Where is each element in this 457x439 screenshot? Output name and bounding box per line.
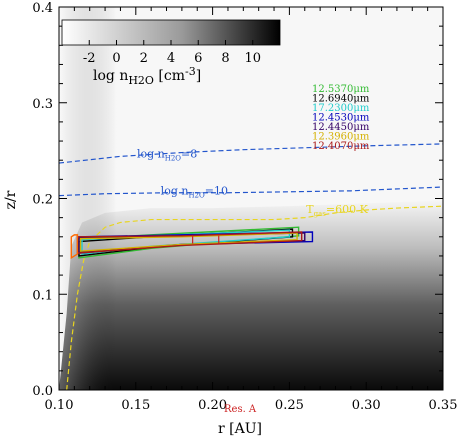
colorbar-tick-label-5: 8 bbox=[221, 51, 229, 66]
y-tick-label-3: 0.3 bbox=[32, 97, 53, 112]
y-tick-label-2: 0.2 bbox=[32, 193, 53, 208]
colorbar-tick-label-0: -2 bbox=[83, 51, 96, 66]
annotation-res-a: Res. A bbox=[224, 404, 257, 415]
legend-item-2: 17.2300μm bbox=[312, 103, 370, 114]
line-legend: 12.5370μm12.6940μm17.2300μm12.4530μm12.4… bbox=[312, 84, 370, 152]
x-tick-label-1: 0.15 bbox=[121, 398, 150, 413]
x-tick-label-4: 0.30 bbox=[352, 398, 381, 413]
colorbar-tick-label-1: 0 bbox=[112, 51, 120, 66]
y-axis-label: z/r bbox=[3, 190, 19, 209]
legend-item-5: 12.3960μm bbox=[312, 132, 370, 143]
y-tick-label-1: 0.1 bbox=[32, 288, 53, 303]
colorbar-ticks: -2 0 2 4 6 8 10 bbox=[83, 40, 261, 66]
legend-item-6: 12.4070μm bbox=[312, 141, 370, 152]
heatmap-inner-edge bbox=[59, 7, 443, 390]
x-tick-label-5: 0.35 bbox=[429, 398, 457, 413]
contour-label-1: log nH2O=10 bbox=[161, 185, 228, 200]
contour-layer: log nH2O=8 log nH2O=10 Tgas=600 K bbox=[59, 143, 443, 390]
y-tick-label-0: 0.0 bbox=[32, 384, 53, 399]
heatmap-field bbox=[59, 7, 443, 390]
colorbar-tick-label-6: 10 bbox=[244, 51, 261, 66]
legend-item-4: 12.4450μm bbox=[312, 122, 370, 133]
legend-item-1: 12.6940μm bbox=[312, 94, 370, 105]
region-5 bbox=[79, 232, 298, 252]
contour-line-0 bbox=[59, 143, 443, 164]
colorbar: -2 0 2 4 6 8 10 log nH2O [cm-3] bbox=[61, 19, 281, 87]
legend-item-0: 12.5370μm bbox=[312, 84, 370, 95]
colorbar-tick-label-2: 2 bbox=[140, 51, 148, 66]
x-tick-label-2: 0.20 bbox=[198, 398, 227, 413]
region-7 bbox=[70, 234, 79, 260]
contour-line-1 bbox=[59, 186, 443, 197]
contour-label-2: Tgas=600 K bbox=[306, 203, 368, 218]
contour-line-2 bbox=[66, 205, 443, 390]
x-tick-label-0: 0.10 bbox=[45, 398, 74, 413]
x-tick-label-3: 0.25 bbox=[275, 398, 304, 413]
colorbar-tick-label-4: 6 bbox=[194, 51, 202, 66]
legend-item-3: 12.4530μm bbox=[312, 113, 370, 124]
colorbar-tick-label-3: 4 bbox=[167, 51, 175, 66]
y-tick-label-4: 0.4 bbox=[32, 1, 53, 16]
colorbar-label: log nH2O [cm-3] bbox=[93, 65, 201, 87]
contour-label-0: log nH2O=8 bbox=[137, 147, 197, 162]
x-axis-label: r [AU] bbox=[218, 421, 262, 437]
emission-regions bbox=[70, 226, 314, 260]
axes: 0.10 0.15 0.20 0.25 0.30 0.35 0.0 0.1 0.2 0.3 0.4 bbox=[32, 1, 457, 413]
